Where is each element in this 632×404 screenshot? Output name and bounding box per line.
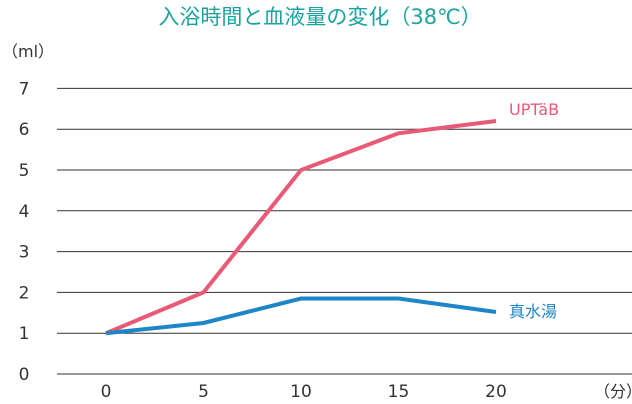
y-tick-label: 6 (19, 120, 30, 140)
series-label-0: UPTäB (509, 100, 559, 119)
chart-title: 入浴時間と血液量の変化（38℃） (158, 5, 481, 29)
y-tick-label: 3 (19, 243, 30, 263)
x-tick-label: 20 (485, 382, 507, 402)
x-tick-label: 5 (198, 382, 209, 402)
y-tick-label: 2 (19, 283, 30, 303)
y-tick-labels: 0 1 2 3 4 5 6 7 (19, 79, 30, 385)
y-tick-label: 0 (19, 365, 30, 385)
y-tick-label: 5 (19, 161, 30, 181)
x-tick-label: 0 (101, 382, 112, 402)
series-label-1: 真水湯 (509, 302, 557, 321)
series (105, 119, 497, 336)
y-tick-label: 1 (19, 324, 30, 344)
grid (57, 87, 632, 375)
x-tick-labels: 0 5 10 15 20 (101, 382, 507, 402)
x-tick-label: 10 (290, 382, 312, 402)
x-tick-label: 15 (388, 382, 410, 402)
y-tick-label: 7 (19, 79, 30, 99)
series-labels: UPTäB 真水湯 (509, 100, 559, 321)
y-tick-label: 4 (19, 202, 30, 222)
x-axis-unit: （分） (594, 382, 632, 401)
series-line-0 (105, 119, 497, 336)
y-axis-unit: （ml） (2, 42, 54, 61)
series-line-1 (105, 296, 497, 336)
